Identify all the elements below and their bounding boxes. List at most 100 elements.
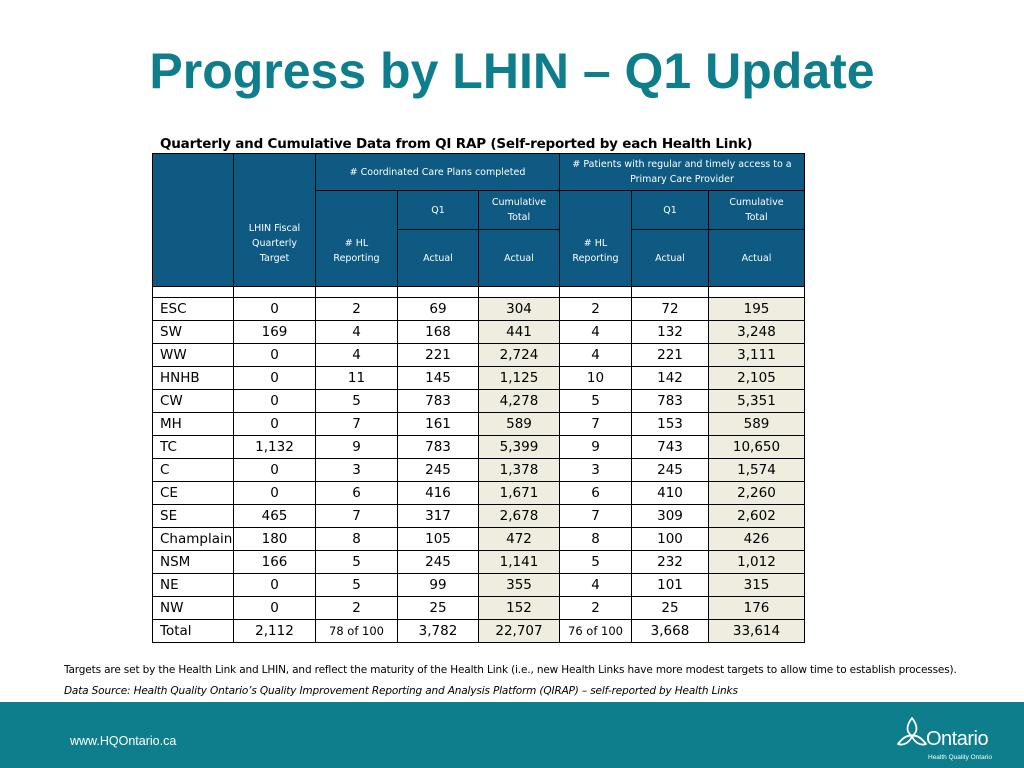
table-row: Total 2,112 78 of 100 3,782 22,707 76 of 100 3…: [152, 619, 806, 643]
cell-cum2: 33,614: [707, 619, 806, 643]
cell-target: 0: [233, 458, 316, 482]
cell-target: 0: [233, 343, 316, 367]
cell-cum1: 5,399: [478, 435, 560, 459]
table-row: C 0 3 245 1,378 3 245 1,574: [152, 458, 806, 482]
cell-cum1: 1,141: [478, 550, 560, 574]
header-q1-1: Q1: [397, 190, 479, 230]
cell-q1a: 783: [397, 389, 479, 413]
cell-hl2: 2: [559, 297, 632, 321]
cell-cum1: 1,671: [478, 481, 560, 505]
cell-target: 0: [233, 366, 316, 390]
cell-hl2: 2: [559, 596, 632, 620]
header-patients-group: # Patients with regular and timely acces…: [558, 153, 806, 191]
cell-target: 0: [233, 389, 316, 413]
cell-name: Champlain: [152, 527, 234, 551]
cell-hl2: 4: [559, 343, 632, 367]
cell-hl1: 5: [315, 573, 398, 597]
cell-q1b: 232: [631, 550, 709, 574]
cell-name: CE: [152, 481, 234, 505]
cell-cum1: 2,678: [478, 504, 560, 528]
cell-q1b: 25: [631, 596, 709, 620]
cell-cum2: 1,012: [707, 550, 806, 574]
header-cum1-line-2: Total: [507, 212, 531, 223]
cell-cum2: 2,105: [707, 366, 806, 390]
header-blank-cell: [152, 153, 234, 287]
cell-q1b: 132: [631, 320, 709, 344]
cell-cum1: 2,724: [478, 343, 560, 367]
cell-hl2: 7: [559, 412, 632, 436]
table-row: NSM 166 5 245 1,141 5 232 1,012: [152, 550, 806, 574]
cell-cum2: 3,111: [707, 343, 806, 367]
trillium-icon: [897, 717, 927, 746]
cell-hl1: 4: [315, 343, 398, 367]
cell-hl1: 6: [315, 481, 398, 505]
page-title: Progress by LHIN – Q1 Update: [149, 43, 875, 99]
cell-hl2: 76 of 100: [559, 619, 632, 643]
cell-hl1: 7: [315, 412, 398, 436]
spacer-row: [152, 286, 806, 298]
table-row: TC 1,132 9 783 5,399 9 743 10,650: [152, 435, 806, 459]
cell-target: 0: [233, 596, 316, 620]
footer-bar: www.HQOntario.ca Ontario Health Quality …: [0, 702, 1024, 768]
cell-q1b: 101: [631, 573, 709, 597]
table-row: WW 0 4 221 2,724 4 221 3,111: [152, 343, 806, 367]
cell-target: 169: [233, 320, 316, 344]
cell-target: 0: [233, 573, 316, 597]
header-actual-4: Actual: [707, 229, 806, 287]
header-q1-2: Q1: [631, 190, 709, 230]
cell-hl1: 8: [315, 527, 398, 551]
cell-target: 0: [233, 297, 316, 321]
cell-q1a: 168: [397, 320, 479, 344]
header-row-2: # HL Reporting Q1 Cumulative Total # HL …: [153, 190, 806, 287]
header-target: LHIN Fiscal Quarterly Target: [233, 153, 316, 287]
cell-cum1: 355: [478, 573, 560, 597]
data-source-note: Data Source: Health Quality Ontario’s Qu…: [64, 685, 738, 697]
logo-wordmark: Ontario: [926, 728, 989, 750]
cell-target: 0: [233, 412, 316, 436]
cell-hl1: 78 of 100: [315, 619, 398, 643]
header-target-line-3: Target: [259, 253, 290, 264]
cell-hl1: 5: [315, 550, 398, 574]
cell-target: 180: [233, 527, 316, 551]
cell-hl2: 5: [559, 389, 632, 413]
cell-hl1: 7: [315, 504, 398, 528]
table-row: SE 465 7 317 2,678 7 309 2,602: [152, 504, 806, 528]
header-target-line-1: LHIN Fiscal: [248, 223, 301, 234]
cell-hl2: 7: [559, 504, 632, 528]
cell-q1a: 3,782: [397, 619, 479, 643]
cell-q1b: 72: [631, 297, 709, 321]
header-patients-line-1: # Patients with regular and timely acces…: [572, 159, 792, 170]
cell-cum2: 1,574: [707, 458, 806, 482]
cell-cum1: 22,707: [478, 619, 560, 643]
cell-name: SE: [152, 504, 234, 528]
cell-q1a: 245: [397, 550, 479, 574]
cell-target: 2,112: [233, 619, 316, 643]
header-patients-line-2: Primary Care Provider: [630, 174, 734, 185]
cell-cum1: 304: [478, 297, 560, 321]
footer-url[interactable]: www.HQOntario.ca: [70, 734, 177, 748]
table-row: CW 0 5 783 4,278 5 783 5,351: [152, 389, 806, 413]
header-hl-reporting-1: # HL Reporting: [315, 190, 398, 287]
cell-name: NW: [152, 596, 234, 620]
table-caption: Quarterly and Cumulative Data from QI RA…: [160, 136, 753, 152]
cell-hl2: 9: [559, 435, 632, 459]
cell-cum2: 195: [707, 297, 806, 321]
cell-name: MH: [152, 412, 234, 436]
header-target-line-2: Quarterly: [252, 238, 297, 249]
cell-name: Total: [152, 619, 234, 643]
cell-name: C: [152, 458, 234, 482]
header-row-3: Actual Actual Actual Actual: [153, 229, 806, 287]
header-actual-3: Actual: [631, 229, 709, 287]
cell-q1a: 245: [397, 458, 479, 482]
cell-q1a: 105: [397, 527, 479, 551]
cell-cum1: 4,278: [478, 389, 560, 413]
cell-cum2: 426: [707, 527, 806, 551]
cell-q1b: 743: [631, 435, 709, 459]
header-cum2-line-1: Cumulative: [729, 197, 784, 208]
cell-hl1: 2: [315, 596, 398, 620]
cell-cum2: 10,650: [707, 435, 806, 459]
cell-q1a: 783: [397, 435, 479, 459]
logo-subtitle: Health Quality Ontario: [928, 754, 992, 761]
cell-cum1: 1,125: [478, 366, 560, 390]
cell-cum2: 589: [707, 412, 806, 436]
